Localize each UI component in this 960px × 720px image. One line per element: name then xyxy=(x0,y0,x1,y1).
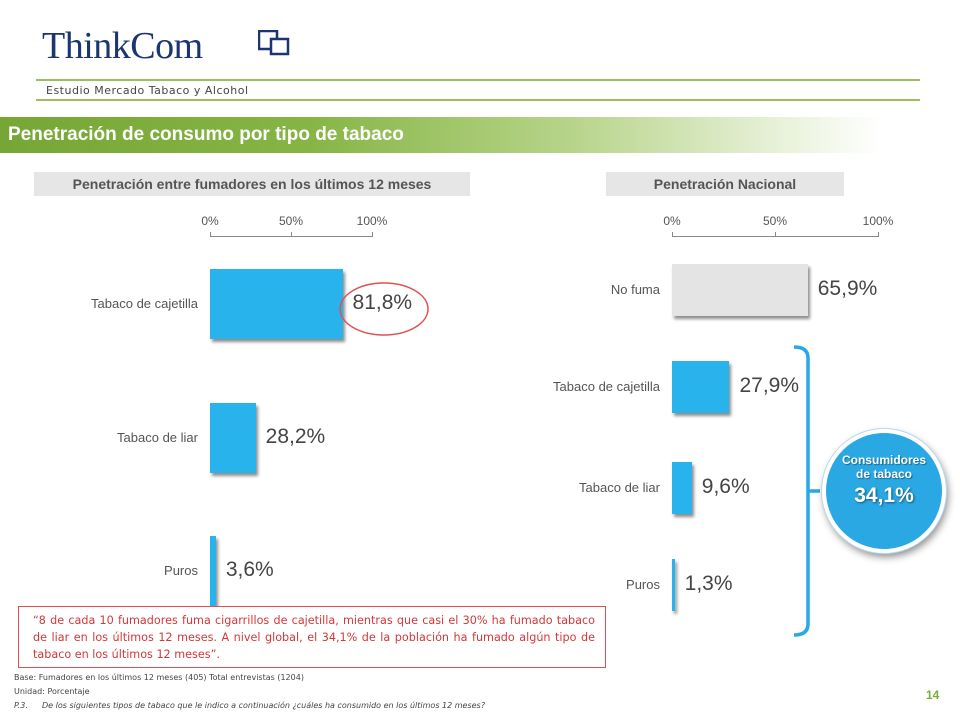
question-number: P.3. xyxy=(14,701,28,710)
circle-label-line1: Consumidores xyxy=(841,453,926,467)
bar xyxy=(672,462,692,514)
axis-tick xyxy=(210,232,211,237)
category-label: No fuma xyxy=(610,282,660,297)
axis-tick xyxy=(372,232,373,237)
consumers-bracket xyxy=(793,345,820,637)
bar xyxy=(672,264,808,316)
axis-tick-label: 100% xyxy=(862,214,894,228)
logo-text: ThinkCom xyxy=(42,25,203,67)
question-text: De los siguientes tipos de tabaco que le… xyxy=(42,701,485,710)
title-banner xyxy=(0,117,880,153)
category-label: Tabaco de liar xyxy=(117,430,198,445)
thinkcom-logo: ThinkCom xyxy=(42,25,290,67)
consumers-summary-circle: Consumidores de tabaco 34,1% xyxy=(822,429,946,553)
axis-tick xyxy=(291,232,292,237)
bar xyxy=(672,559,675,611)
axis-tick xyxy=(672,232,673,237)
footnote-question: P.3. De los siguientes tipos de tabaco qu… xyxy=(14,701,485,710)
header-line-bottom xyxy=(36,99,920,101)
axis-tick xyxy=(878,232,879,237)
axis-tick xyxy=(775,232,776,237)
bar xyxy=(210,536,216,606)
quote-open-mark: “ xyxy=(33,614,39,627)
quote-box: “8 de cada 10 fumadores fuma cigarrillos… xyxy=(18,606,606,668)
header-line-top xyxy=(36,79,920,81)
axis-tick-label: 100% xyxy=(356,214,388,228)
bar xyxy=(210,269,343,339)
study-title: Estudio Mercado Tabaco y Alcohol xyxy=(46,84,249,97)
highlight-ellipse xyxy=(339,282,429,336)
circle-value: 34,1% xyxy=(854,484,914,507)
axis-tick-label: 50% xyxy=(762,214,788,228)
axis-tick-label: 0% xyxy=(663,214,681,228)
page-number: 14 xyxy=(926,688,940,702)
page-title: Penetración de consumo por tipo de tabac… xyxy=(8,124,404,145)
category-label: Tabaco de liar xyxy=(579,480,660,495)
footnote-base: Base: Fumadores en los últimos 12 meses … xyxy=(14,673,304,682)
bar xyxy=(210,403,256,473)
axis-tick-label: 0% xyxy=(201,214,219,228)
category-label: Puros xyxy=(626,577,660,592)
value-label: 28,2% xyxy=(265,425,326,448)
circle-label-line2: de tabaco xyxy=(855,467,912,481)
logo-squares-icon xyxy=(258,30,290,56)
category-label: Puros xyxy=(164,563,198,578)
value-label: 3,6% xyxy=(225,558,274,581)
value-label: 9,6% xyxy=(701,475,750,498)
category-label: Tabaco de cajetilla xyxy=(553,379,660,394)
value-label: 81,8% xyxy=(352,291,413,314)
footnote-unit: Unidad: Porcentaje xyxy=(14,687,90,696)
value-label: 27,9% xyxy=(739,374,800,397)
quote-text: 8 de cada 10 fumadores fuma cigarrillos … xyxy=(33,614,595,661)
bar xyxy=(672,361,730,413)
right-chart-title: Penetración Nacional xyxy=(606,172,844,196)
quote-close-mark: ”. xyxy=(210,648,220,661)
value-label: 65,9% xyxy=(817,277,878,300)
value-label: 1,3% xyxy=(684,572,733,595)
category-label: Tabaco de cajetilla xyxy=(91,296,198,311)
axis-tick-label: 50% xyxy=(278,214,304,228)
left-chart-title: Penetración entre fumadores en los últim… xyxy=(34,172,470,196)
